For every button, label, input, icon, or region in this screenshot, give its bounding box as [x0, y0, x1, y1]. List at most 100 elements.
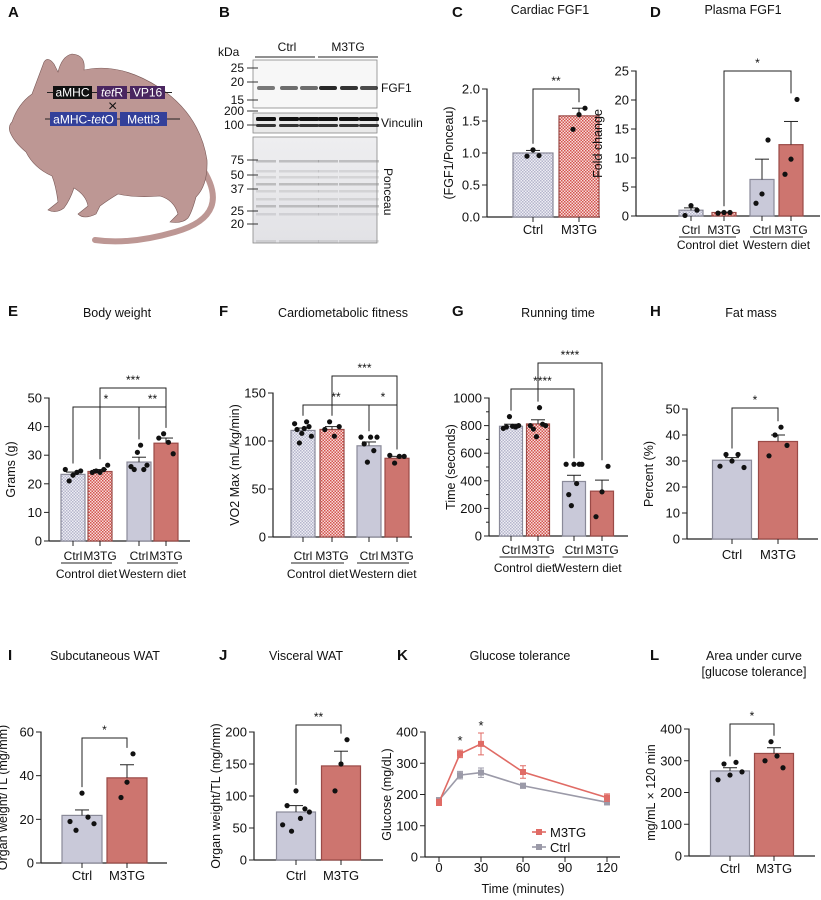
mouse-body-icon [9, 53, 208, 223]
significance-bracket [331, 375, 398, 450]
y-tick-label: 0 [259, 530, 266, 545]
data-point [299, 430, 305, 436]
y-tick-label: 20 [666, 480, 680, 495]
data-point [536, 152, 542, 159]
data-point [297, 815, 304, 822]
band-fgf1 [360, 86, 378, 90]
data-point [156, 435, 162, 441]
data-point [784, 442, 790, 448]
data-point [520, 782, 526, 789]
x-tick-label: 90 [558, 860, 572, 875]
data-point [524, 153, 530, 159]
band-ponceau [339, 198, 359, 201]
significance-label: ** [314, 710, 324, 724]
y-axis-label: Fold change [591, 109, 605, 178]
data-point [292, 421, 298, 427]
legend-marker [536, 844, 542, 850]
construct-label: VP16 [133, 86, 163, 100]
x-tick-label: M3TG [323, 868, 359, 883]
data-point [457, 750, 463, 757]
marker-label: 100 [224, 118, 244, 132]
bar-ctrl [709, 770, 751, 857]
data-point [568, 503, 574, 509]
band-ponceau [339, 183, 359, 186]
data-point [503, 424, 509, 430]
construct-label-part: O [105, 113, 114, 127]
group-label: Control diet [494, 561, 556, 575]
band-ponceau [359, 205, 379, 208]
chart-title-d: Plasma FGF1 [704, 3, 782, 17]
data-point [723, 451, 729, 458]
construct-label-part: aMHC- [53, 113, 91, 127]
band-vinculin [279, 124, 299, 127]
y-axis-label: (FGF1/Ponceau) [442, 106, 456, 199]
band-ponceau [279, 198, 299, 201]
group-label: Control diet [677, 238, 739, 252]
chart-title-f: Cardiometabolic fitness [278, 306, 408, 320]
x-tick-label: 0 [435, 860, 442, 875]
data-point [717, 463, 723, 469]
y-tick-label: 40 [20, 768, 34, 783]
band-ponceau [279, 205, 299, 208]
bar-m3tg [525, 423, 551, 537]
bar-ctrl [356, 445, 382, 538]
y-tick-label: 0.0 [462, 210, 480, 225]
band-ponceau [359, 176, 379, 179]
y-axis-label: VO2 Max (mL/kg/min) [228, 404, 242, 526]
band-fgf1 [300, 86, 318, 90]
data-point [288, 828, 295, 834]
data-point [527, 423, 533, 429]
data-point [765, 137, 771, 143]
significance-label: * [753, 393, 758, 407]
data-point [741, 464, 747, 471]
band-ponceau [256, 190, 276, 193]
y-tick-label: 10 [28, 505, 42, 520]
band-ponceau [299, 213, 319, 216]
bar-m3tg [153, 442, 179, 542]
band-ponceau [359, 183, 379, 186]
data-point [79, 790, 85, 796]
data-point [70, 472, 76, 478]
marker-label: 37 [231, 182, 245, 196]
band-ponceau [318, 240, 338, 243]
y-tick-label: 15 [615, 122, 629, 137]
lane-group-ctrl: Ctrl [278, 40, 297, 54]
blot-label-vinculin: Vinculin [381, 116, 423, 130]
band-vinculin [256, 124, 276, 127]
y-axis-label: mg/mL × 120 min [644, 744, 658, 841]
y-axis-label: Percent (%) [642, 441, 656, 507]
data-point [85, 814, 91, 820]
x-tick-label: Ctrl [286, 868, 306, 883]
band-ponceau [318, 160, 338, 163]
data-point [336, 424, 342, 430]
data-point [344, 737, 350, 743]
data-point [566, 492, 572, 498]
panel-letter-i: I [8, 647, 13, 664]
y-tick-label: 30 [28, 448, 42, 463]
x-tick-label: Ctrl [523, 222, 543, 237]
data-point [735, 451, 741, 458]
data-point [778, 424, 784, 430]
band-ponceau [299, 160, 319, 163]
x-tick-label: Ctrl [722, 547, 742, 562]
y-tick-label: 100 [244, 434, 266, 449]
chart-subtitle-l: [glucose tolerance] [701, 665, 807, 679]
bar-ctrl [498, 425, 524, 537]
data-point [73, 827, 79, 833]
construct-label-part: aMHC [55, 86, 89, 100]
chart-title-i: Subcutaneous WAT [50, 649, 160, 663]
marker-label: 20 [231, 75, 245, 89]
construct-label-part: VP16 [133, 86, 163, 100]
panel-letter-e: E [8, 303, 19, 320]
data-point [306, 809, 312, 815]
y-tick-label: 150 [244, 386, 266, 401]
construct-label: Mettl3 [127, 113, 160, 127]
cross-symbol: × [108, 98, 117, 115]
bar-ctrl [275, 811, 317, 861]
data-point [327, 419, 333, 425]
data-point [280, 822, 286, 828]
y-tick-label: 5 [622, 180, 629, 195]
band-ponceau [318, 190, 338, 193]
